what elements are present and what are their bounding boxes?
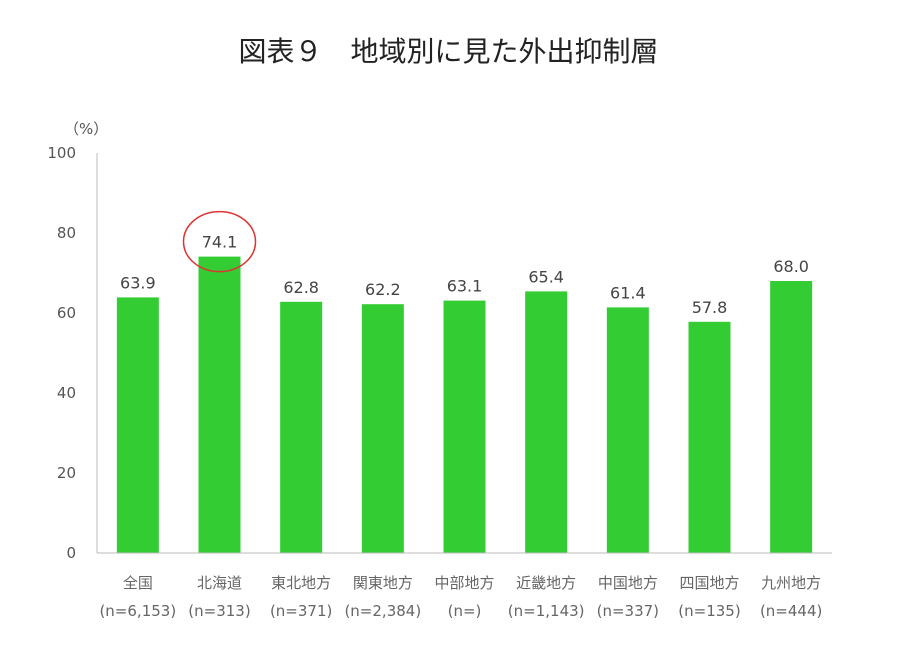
value-label: 62.8: [283, 278, 319, 297]
x-axis-categories: 全国 (n=6,153) 北海道 (n=313) 東北地方 (n=371) 関東地方 (n=2…: [99, 574, 822, 620]
x-sample-size-label: (n=313): [188, 602, 250, 620]
x-category-label: 四国地方: [679, 574, 739, 592]
x-category-label: 近畿地方: [516, 574, 576, 592]
x-category-label: 中国地方: [598, 574, 658, 592]
y-tick-label: 100: [47, 144, 76, 162]
x-category-label: 全国: [123, 574, 153, 592]
x-category-label: 東北地方: [271, 574, 331, 592]
bar: [361, 304, 404, 553]
y-unit-label: （%）: [64, 120, 108, 138]
value-label: 63.9: [120, 273, 156, 292]
x-sample-size-label: (n=337): [597, 602, 659, 620]
highlight-circle: [182, 210, 257, 273]
value-label: 61.4: [610, 283, 646, 302]
y-axis: 0 20 40 60 80 100: [47, 144, 76, 562]
y-tick-label: 20: [57, 464, 76, 482]
value-label: 63.1: [447, 277, 483, 296]
bar: [280, 301, 323, 553]
bar: [443, 300, 486, 553]
x-sample-size-label: (n=2,384): [344, 602, 421, 620]
value-label: 62.2: [365, 280, 401, 299]
x-sample-size-label: (n=135): [678, 602, 740, 620]
bar: [525, 291, 568, 553]
x-sample-size-label: (n=371): [270, 602, 332, 620]
x-category-label: 中部地方: [434, 574, 494, 592]
bars: [116, 256, 813, 553]
x-sample-size-label: (n=6,153): [99, 602, 176, 620]
bar: [116, 297, 159, 553]
y-tick-label: 40: [57, 384, 76, 402]
x-category-label: 関東地方: [353, 574, 413, 592]
bar: [606, 307, 649, 553]
chart-title: 図表９ 地域別に見た外出抑制層: [238, 35, 659, 68]
value-label: 57.8: [692, 298, 728, 317]
y-tick-label: 0: [66, 544, 76, 562]
y-tick-label: 60: [57, 304, 76, 322]
x-sample-size-label: (n=): [448, 602, 482, 620]
value-label: 68.0: [773, 257, 809, 276]
value-label: 74.1: [202, 233, 238, 252]
x-category-label: 九州地方: [761, 574, 821, 592]
bar: [770, 281, 813, 553]
value-label: 65.4: [528, 267, 564, 286]
x-category-label: 北海道: [197, 574, 242, 592]
bar: [688, 321, 731, 553]
x-sample-size-label: (n=444): [760, 602, 822, 620]
x-sample-size-label: (n=1,143): [508, 602, 585, 620]
value-labels: 63.9 74.1 62.8 62.2 63.1 65.4 61.4 57.8 68.0: [120, 210, 809, 317]
bar: [198, 256, 241, 553]
y-tick-label: 80: [57, 224, 76, 242]
